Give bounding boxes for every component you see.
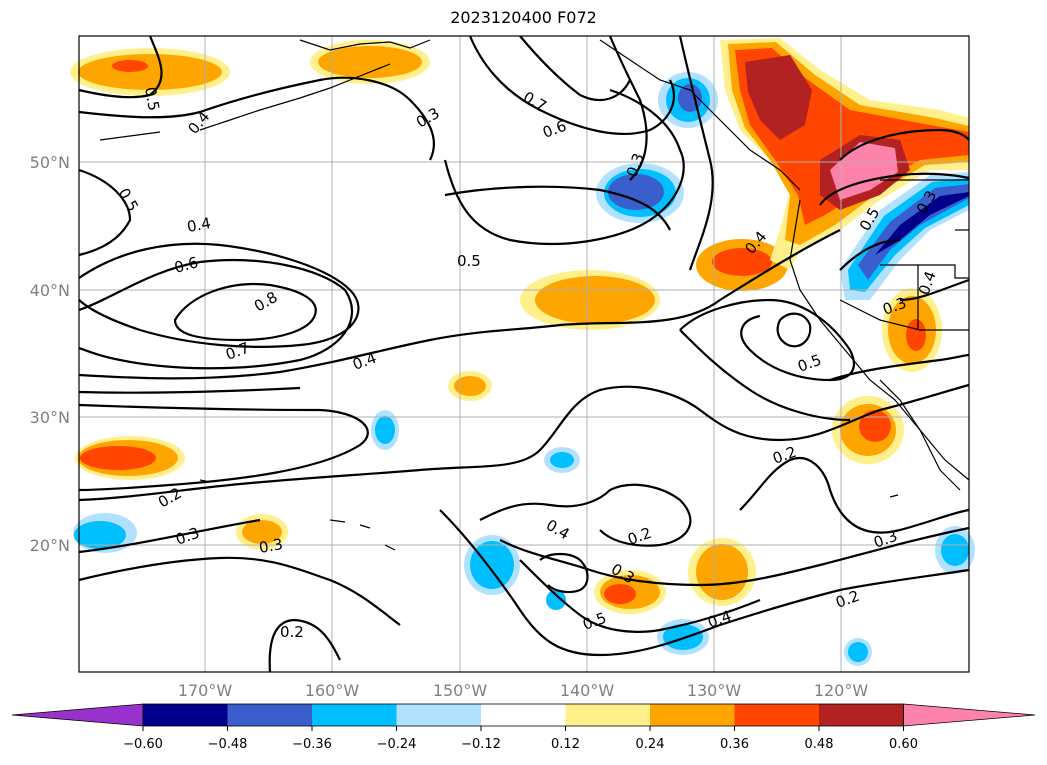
lon-label: 170°W [178, 681, 233, 700]
colorbar-segment [650, 704, 735, 726]
lat-label: 30°N [30, 408, 70, 427]
colorbar-tick-label: −0.36 [292, 737, 332, 752]
colorbar-tick-label: −0.12 [461, 737, 501, 752]
colorbar-segment [396, 704, 482, 726]
latitude-labels: 50°N 40°N 30°N 20°N [30, 153, 70, 555]
lon-label: 140°W [560, 681, 615, 700]
contour-lines [78, 35, 970, 673]
colorbar-segment [481, 704, 566, 726]
contour-label: 0.3 [258, 535, 285, 557]
colorbar-tick-label: −0.48 [208, 737, 248, 752]
colorbar-segment [734, 704, 820, 726]
graticule [79, 36, 969, 672]
lon-label: 130°W [687, 681, 742, 700]
lon-label: 120°W [814, 681, 869, 700]
colorbar-segment [819, 704, 904, 726]
lat-label: 20°N [30, 536, 70, 555]
lat-label: 40°N [30, 281, 70, 300]
longitude-labels: 170°W 160°W 150°W 140°W 130°W 120°W [178, 681, 869, 700]
colorbar-tick-label: 0.48 [805, 737, 834, 752]
colorbar-tick-label: −0.60 [123, 737, 163, 752]
colorbar-extend-low [11, 703, 144, 727]
colorbar-tick-label: 0.24 [636, 737, 665, 752]
colorbar-outline [142, 703, 904, 727]
colorbar-segment [565, 704, 651, 726]
colorbar: −0.60 −0.48 −0.36 −0.24 −0.12 0.12 0.24 0.36 0.4… [11, 703, 1036, 752]
contour-label: 0.5 [457, 252, 481, 270]
colorbar-segment [312, 704, 397, 726]
colorbar-extend-high [903, 703, 1036, 727]
coastlines [99, 39, 970, 551]
colorbar-tick-label: 0.36 [720, 737, 749, 752]
contour-label: 0.5 [141, 86, 163, 113]
colorbar-tick-label: 0.12 [551, 737, 580, 752]
lon-label: 160°W [305, 681, 360, 700]
map-frame [78, 35, 970, 673]
colorbar-segment [227, 704, 313, 726]
map-title: 2023120400 F072 [450, 8, 597, 27]
colorbar-segment [143, 704, 228, 726]
lat-label: 50°N [30, 153, 70, 172]
contour-label: 0.2 [280, 623, 304, 641]
shaded-anomaly-layer [70, 38, 975, 666]
lon-label: 150°W [433, 681, 488, 700]
colorbar-tick-label: 0.60 [889, 737, 918, 752]
contour-label: 0.6 [172, 253, 200, 277]
contour-label: 0.4 [186, 214, 213, 236]
colorbar-tick-label: −0.24 [377, 737, 417, 752]
